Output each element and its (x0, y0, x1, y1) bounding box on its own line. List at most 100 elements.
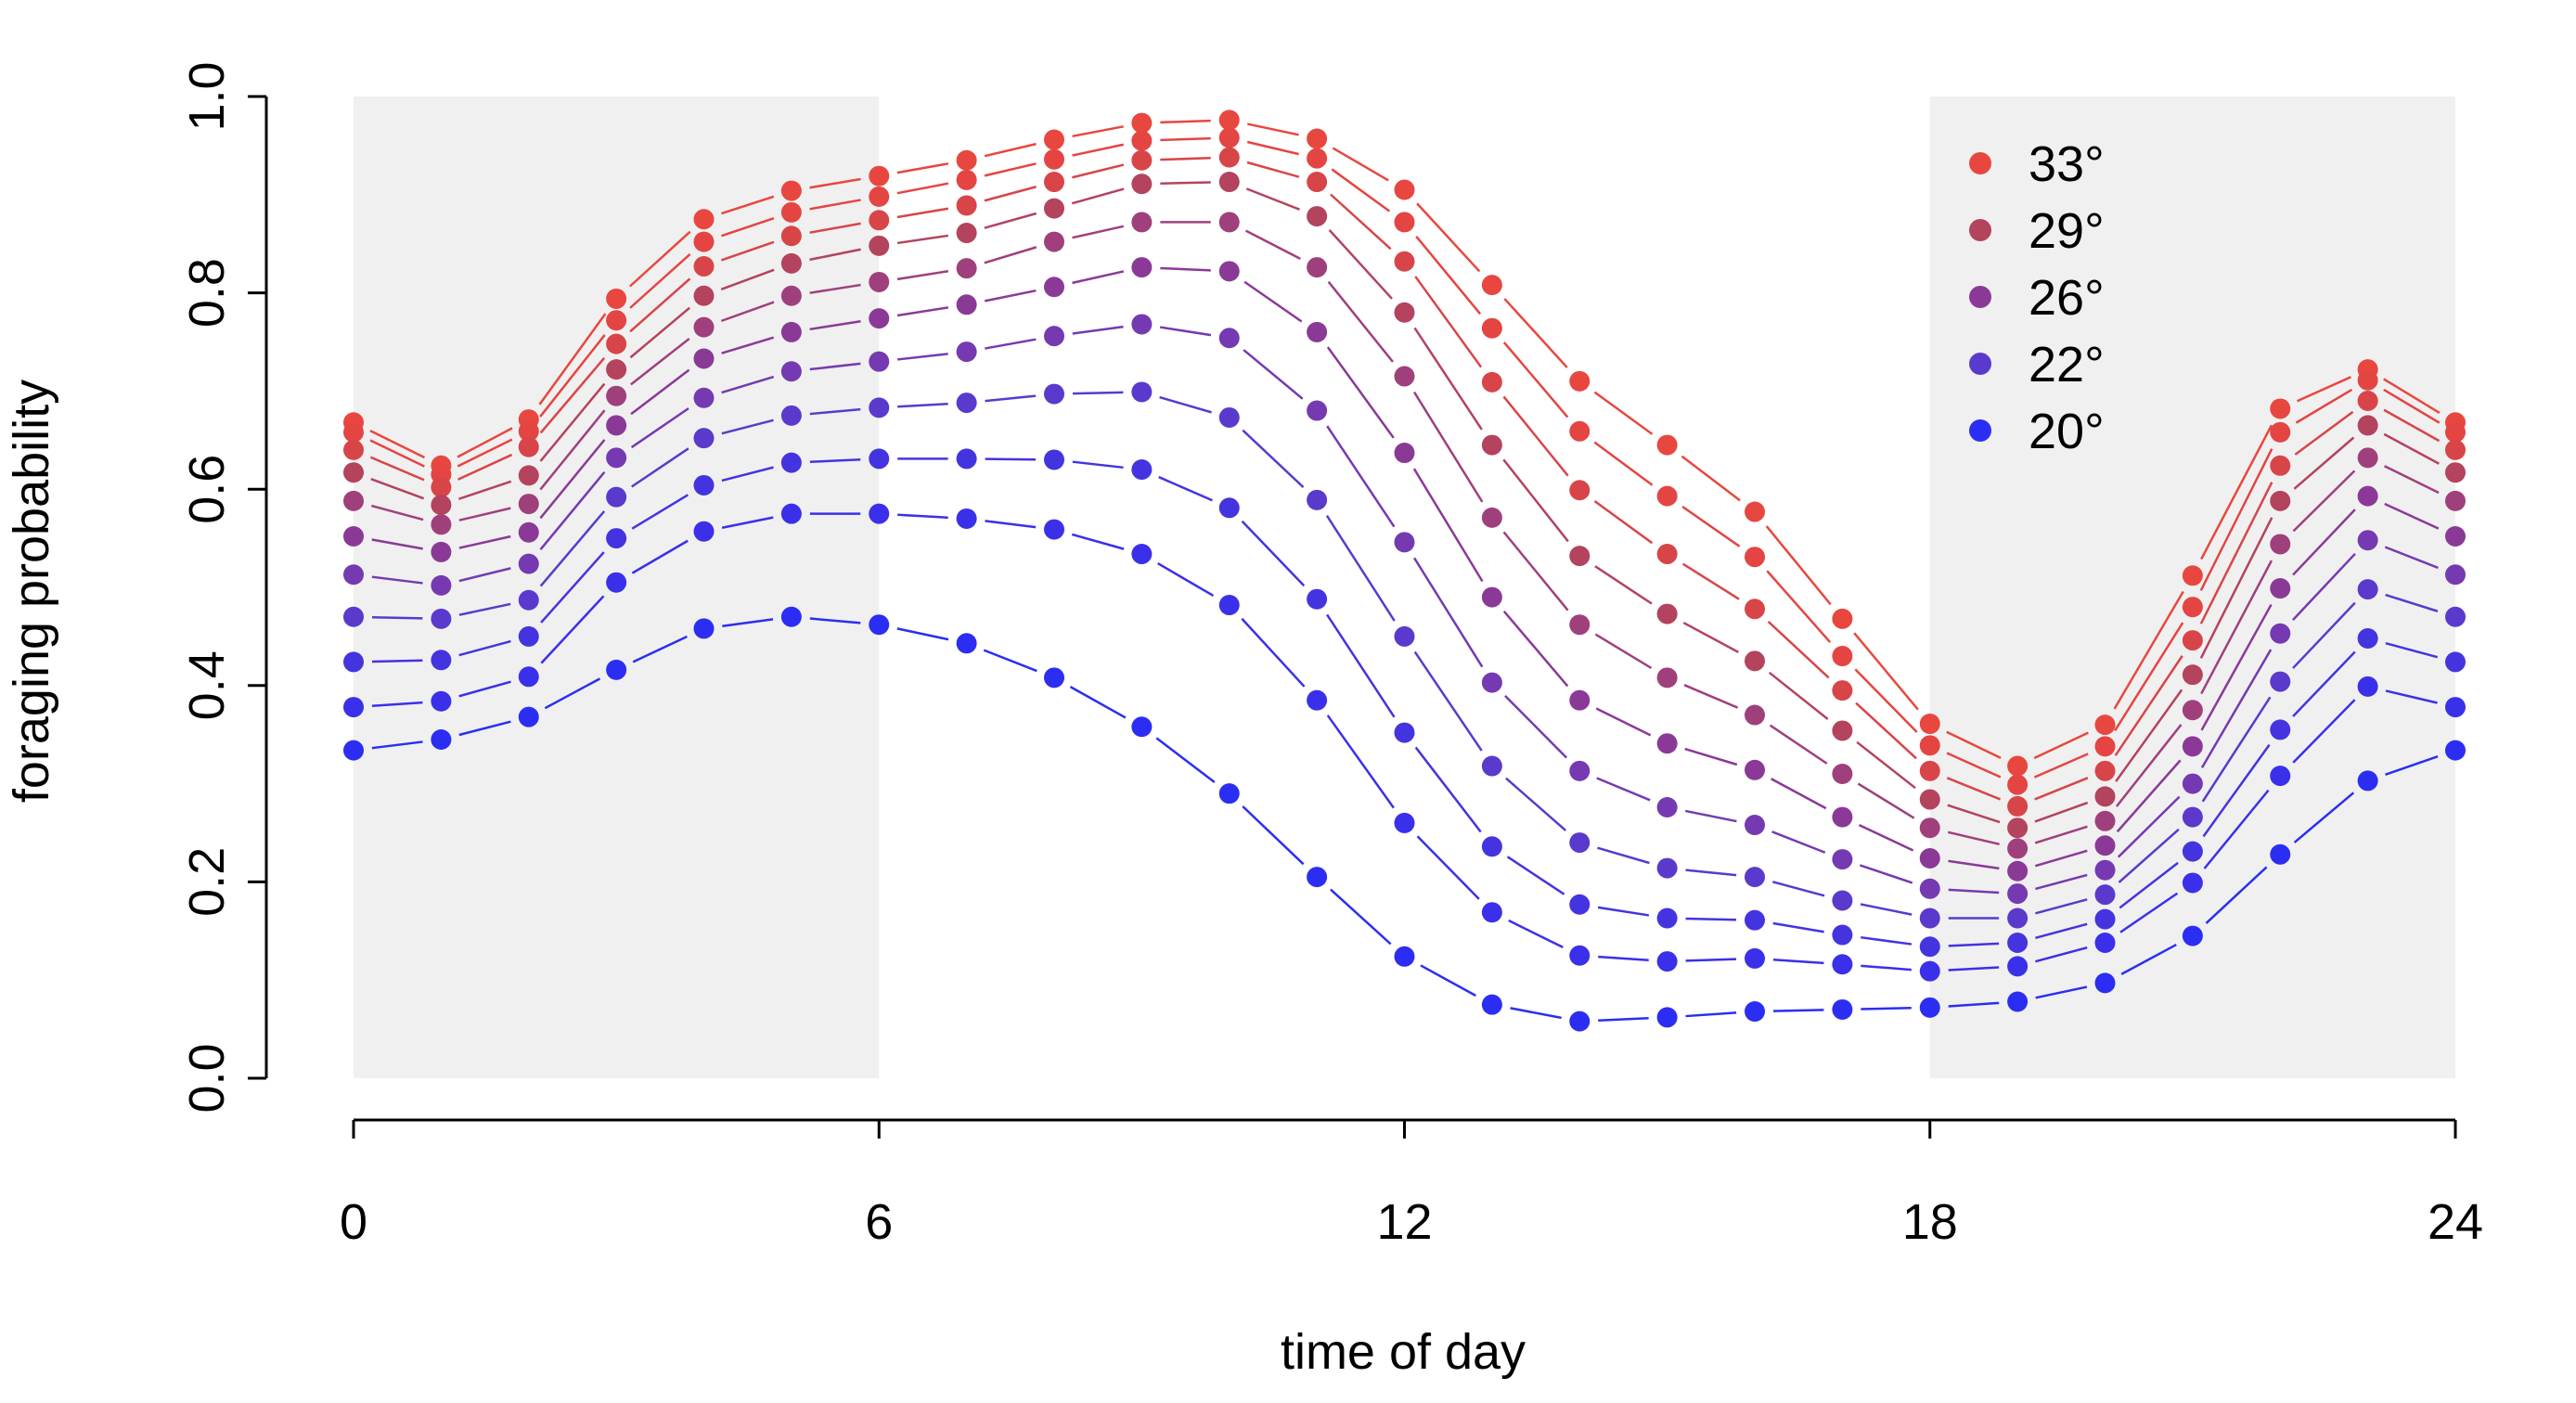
segment-5-0 (371, 538, 423, 550)
x-tick-label-3: 18 (1902, 1194, 1958, 1250)
segment-2-13 (1502, 395, 1569, 477)
point-6-23 (2357, 530, 2378, 551)
segment-9-4 (721, 516, 774, 529)
segment-3-13 (1502, 458, 1569, 543)
point-10-0 (343, 740, 364, 761)
segment-7-10 (1242, 429, 1305, 489)
segment-2-15 (1681, 562, 1740, 600)
segment-6-12 (1413, 557, 1484, 668)
point-1-15 (1656, 485, 1678, 507)
point-5-4 (693, 348, 715, 369)
point-8-5 (780, 452, 802, 473)
segment-10-10 (1242, 805, 1305, 866)
segment-9-19 (2035, 946, 2088, 963)
point-8-13 (1481, 836, 1502, 857)
point-7-7 (956, 393, 977, 414)
segment-6-22 (2292, 552, 2356, 622)
x-axis-title: time of day (1281, 1324, 1526, 1380)
point-0-16 (1745, 501, 1765, 522)
point-7-17 (1832, 890, 1853, 911)
y-tick-label-2: 0.4 (179, 650, 235, 720)
point-0-4 (693, 209, 715, 230)
point-1-13 (1481, 317, 1502, 339)
point-1-20 (2094, 736, 2116, 757)
segment-0-2 (538, 313, 607, 405)
segment-7-12 (1413, 650, 1483, 752)
segment-10-22 (2293, 792, 2355, 843)
segment-1-19 (2033, 753, 2089, 779)
segment-10-15 (1685, 1011, 1737, 1018)
segment-10-18 (1948, 1001, 2000, 1008)
segment-6-23 (2384, 546, 2439, 570)
segment-9-16 (1772, 959, 1824, 965)
segment-6-17 (1859, 864, 1913, 884)
segment-7-20 (2118, 828, 2180, 883)
point-10-4 (693, 618, 715, 639)
segment-2-4 (720, 240, 775, 262)
point-7-15 (1656, 857, 1678, 879)
segment-2-19 (2034, 777, 2089, 801)
segment-5-22 (2292, 508, 2356, 576)
segment-10-19 (2035, 985, 2088, 999)
segment-5-12 (1412, 468, 1484, 583)
point-0-13 (1481, 275, 1502, 296)
y-tick-label-3: 0.6 (179, 455, 235, 524)
point-7-20 (2094, 884, 2116, 906)
point-2-19 (2007, 795, 2029, 817)
segment-4-10 (1244, 229, 1301, 261)
segment-0-6 (896, 162, 949, 174)
point-7-1 (431, 608, 452, 629)
point-8-11 (1307, 588, 1328, 610)
segment-2-5 (809, 222, 861, 234)
segment-9-3 (631, 539, 689, 574)
point-10-24 (2445, 740, 2466, 761)
segment-8-21 (2202, 743, 2271, 838)
segment-3-9 (1160, 181, 1211, 185)
point-0-17 (1832, 608, 1853, 629)
point-6-2 (518, 553, 539, 574)
segment-9-21 (2203, 789, 2270, 869)
segment-4-12 (1412, 391, 1484, 503)
point-0-9 (1131, 112, 1153, 134)
series-line-6 (371, 325, 2439, 895)
point-5-2 (518, 521, 539, 543)
point-9-4 (693, 521, 715, 542)
point-1-24 (2445, 421, 2466, 443)
segment-4-6 (896, 270, 949, 281)
segment-4-11 (1327, 280, 1394, 363)
point-4-6 (869, 271, 890, 292)
segment-4-16 (1769, 724, 1828, 765)
segment-2-16 (1767, 620, 1830, 679)
point-6-1 (431, 574, 452, 596)
segment-9-7 (985, 520, 1037, 529)
segment-10-2 (544, 677, 601, 710)
segment-4-0 (370, 504, 424, 521)
point-3-23 (2357, 415, 2378, 436)
segment-6-15 (1684, 809, 1737, 823)
legend-marker-1 (1969, 219, 1991, 241)
point-6-16 (1745, 815, 1765, 836)
point-7-4 (693, 428, 715, 449)
segment-8-12 (1414, 746, 1482, 833)
series-points-5 (343, 257, 2466, 882)
segment-4-2 (539, 409, 606, 491)
segment-1-11 (1331, 168, 1391, 212)
segment-6-4 (721, 375, 775, 394)
point-2-10 (1218, 147, 1240, 168)
segment-10-11 (1330, 888, 1392, 946)
segment-5-21 (2200, 603, 2273, 731)
point-10-11 (1307, 867, 1328, 888)
point-7-11 (1307, 489, 1328, 510)
point-10-8 (1044, 667, 1064, 689)
point-10-1 (431, 728, 452, 750)
point-7-8 (1044, 383, 1064, 405)
series-lines (369, 119, 2441, 1022)
series-line-3 (370, 181, 2440, 824)
legend-marker-3 (1969, 353, 1991, 375)
segment-6-16 (1771, 830, 1826, 854)
point-1-16 (1745, 547, 1765, 568)
series-line-9 (371, 512, 2438, 972)
segment-5-13 (1502, 611, 1569, 688)
segment-5-8 (1072, 270, 1125, 285)
point-4-23 (2357, 447, 2378, 469)
